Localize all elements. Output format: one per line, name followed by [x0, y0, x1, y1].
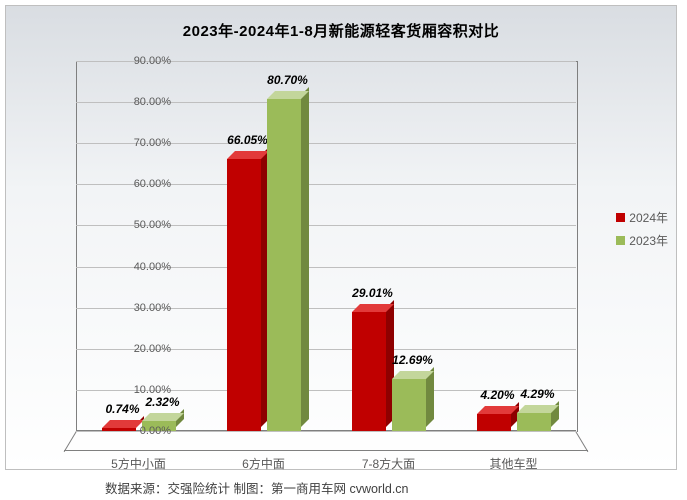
- y-tick-label: 0.00%: [111, 425, 171, 437]
- bar: [477, 414, 511, 431]
- y-tick-label: 40.00%: [111, 261, 171, 273]
- bar: [352, 312, 386, 431]
- bar: [267, 99, 301, 431]
- bar-group: 0.74% 2.32%: [94, 61, 184, 431]
- x-tick-label: 6方中面: [242, 455, 285, 472]
- legend-label: 2024年: [629, 209, 668, 226]
- y-tick-label: 70.00%: [111, 137, 171, 149]
- data-label: 4.20%: [480, 388, 514, 402]
- data-label: 66.05%: [227, 133, 268, 147]
- x-tick-label: 其他车型: [489, 455, 537, 472]
- data-label: 29.01%: [352, 286, 393, 300]
- y-tick-label: 60.00%: [111, 178, 171, 190]
- x-tick-label: 7-8方大面: [362, 455, 415, 472]
- plot-area: 0.74%2.32%66.05%80.70%29.01%12.69%4.20%4…: [76, 61, 576, 431]
- y-tick-label: 90.00%: [111, 55, 171, 67]
- bar: [227, 159, 261, 431]
- chart-container: 2023年-2024年1-8月新能源轻客货厢容积对比 0.74% 2.32% 66.…: [5, 5, 677, 470]
- x-tick-label: 5方中小面: [111, 455, 166, 472]
- legend: 2024年 2023年: [616, 209, 668, 255]
- y-tick-label: 20.00%: [111, 343, 171, 355]
- bar-group: 29.01% 12.69%: [344, 61, 434, 431]
- y-tick-label: 80.00%: [111, 96, 171, 108]
- legend-item-2024: 2024年: [616, 209, 668, 226]
- chart-title: 2023年-2024年1-8月新能源轻客货厢容积对比: [6, 6, 676, 41]
- bar: [392, 379, 426, 431]
- data-label: 2.32%: [145, 395, 179, 409]
- data-label: 0.74%: [105, 402, 139, 416]
- y-tick-label: 50.00%: [111, 219, 171, 231]
- data-label: 80.70%: [267, 73, 308, 87]
- bar-group: 4.20% 4.29%: [469, 61, 559, 431]
- legend-item-2023: 2023年: [616, 232, 668, 249]
- bar: [517, 413, 551, 431]
- data-label: 4.29%: [520, 387, 554, 401]
- y-tick-label: 30.00%: [111, 302, 171, 314]
- legend-label: 2023年: [629, 232, 668, 249]
- data-label: 12.69%: [392, 353, 433, 367]
- source-attribution: 数据来源：交强险统计 制图：第一商用车网 cvworld.cn: [105, 478, 409, 497]
- bar-group: 66.05% 80.70%: [219, 61, 309, 431]
- y-tick-label: 10.00%: [111, 384, 171, 396]
